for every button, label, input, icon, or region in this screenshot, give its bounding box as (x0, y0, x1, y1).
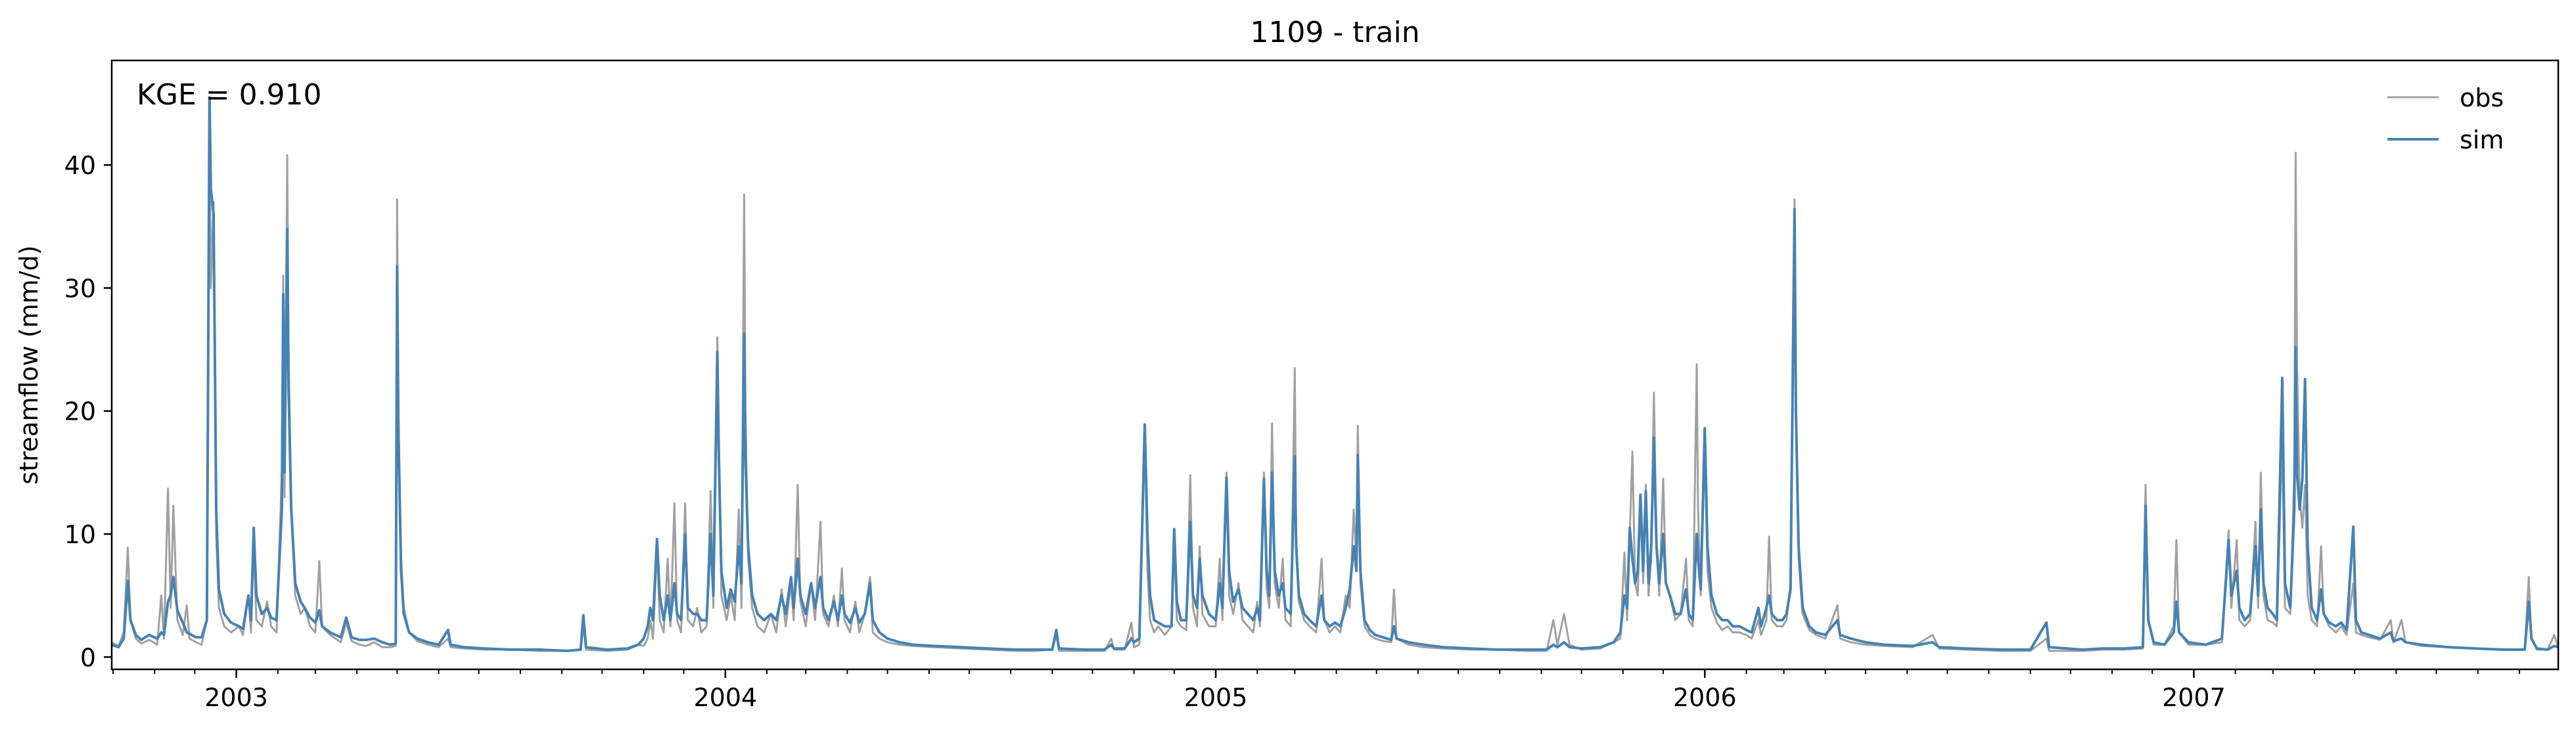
x-tick-label: 2005 (1184, 683, 1248, 712)
legend-label-obs: obs (2460, 83, 2504, 112)
series-line-sim (112, 96, 2558, 652)
y-tick-label: 10 (64, 520, 96, 549)
y-tick-label: 0 (80, 643, 96, 672)
y-axis: 0 10 20 30 40 (64, 151, 112, 672)
x-tick-label: 2004 (693, 683, 757, 712)
kge-annotation: KGE = 0.910 (137, 78, 322, 112)
axes-frame (110, 59, 2560, 671)
chart-title: 1109 - train (1250, 16, 1419, 49)
y-tick-label: 30 (64, 274, 96, 303)
series-layer (112, 96, 2558, 652)
y-tick-label: 20 (64, 397, 96, 426)
y-axis-label: streamflow (mm/d) (14, 245, 43, 484)
x-tick-label: 2006 (1673, 683, 1737, 712)
legend-label-sim: sim (2460, 125, 2504, 154)
y-tick-label: 40 (64, 151, 96, 180)
legend: obs sim (2387, 83, 2504, 154)
x-tick-label: 2003 (204, 683, 268, 712)
x-tick-label: 2007 (2162, 683, 2226, 712)
x-axis: 2003 2004 2005 2006 2007 (112, 669, 2520, 712)
